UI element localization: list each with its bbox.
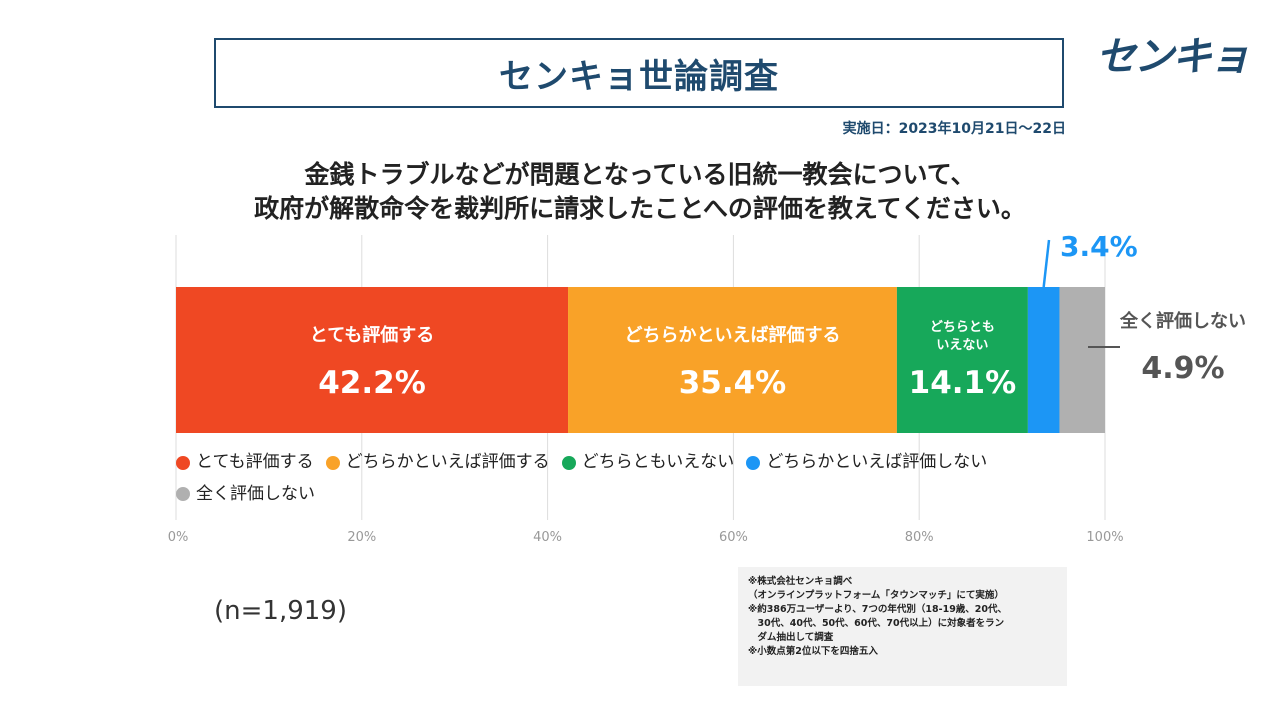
data-label: 14.1%: [909, 365, 1017, 401]
legend-item: どちらかといえば評価しない: [746, 448, 987, 477]
legend-item: 全く評価しない: [176, 480, 315, 509]
segment-name-label: 全く評価しない: [1119, 310, 1246, 332]
x-tick-label: 100%: [1086, 530, 1123, 545]
question-line-2: 政府が解散命令を裁判所に請求したことへの評価を教えてください。: [254, 194, 1026, 223]
segment-name-label: どちらとも: [930, 320, 995, 335]
segment-name-label: どちらかといえば評価する: [624, 324, 840, 346]
note-line: ダム抽出して調査: [748, 632, 834, 643]
data-label: 4.9%: [1141, 351, 1224, 386]
note-line: 30代、40代、50代、60代、70代以上）に対象者をラン: [748, 618, 1005, 629]
segment-name-label: とても評価する: [310, 324, 435, 346]
data-label: 35.4%: [679, 365, 787, 401]
notes-box: ※株式会社センキョ調べ （オンラインプラットフォーム「タウンマッチ」にて実施） ※約…: [738, 567, 1067, 686]
legend-label: どちらかといえば評価する: [345, 452, 550, 472]
legend-swatch: [746, 455, 761, 470]
legend-swatch: [325, 455, 340, 470]
segment-name-label: いえない: [936, 338, 988, 353]
legend-label: 全く評価しない: [196, 483, 315, 504]
legend-label: とても評価する: [196, 452, 314, 472]
note-line: ※小数点第2位以下を四捨五入: [748, 646, 878, 657]
x-tick-label: 0%: [168, 530, 189, 545]
legend-item: どちらともいえない: [561, 448, 735, 477]
bar-segment: [176, 287, 569, 433]
sample-size: (n=1,919): [214, 596, 347, 626]
legend-label: どちらともいえない: [581, 452, 735, 472]
brand-logo: センキョ: [1096, 34, 1250, 80]
x-tick-label: 60%: [719, 530, 748, 545]
legend-swatch: [176, 487, 190, 501]
chart-legend: とても評価する どちらかといえば評価する どちらともいえない どちらかといえば評価しな…: [176, 448, 1076, 511]
page-title: センキョ世論調査: [499, 56, 779, 97]
bar-segment: [1027, 287, 1060, 433]
data-label: 3.4%: [1060, 230, 1138, 263]
bar-segment: [1059, 287, 1105, 433]
x-tick-label: 80%: [905, 530, 934, 545]
x-tick-label: 40%: [533, 530, 562, 545]
note-line: ※株式会社センキョ調べ: [748, 576, 853, 587]
legend-item: とても評価する: [176, 448, 314, 477]
legend-swatch: [176, 455, 190, 470]
legend-item: どちらかといえば評価する: [325, 448, 550, 477]
legend-label: どちらかといえば評価しない: [766, 452, 988, 472]
legend-swatch: [561, 455, 576, 470]
title-box: センキョ世論調査: [214, 38, 1064, 108]
survey-question: 金銭トラブルなどが問題となっている旧統一教会について、 政府が解散命令を裁判所に…: [150, 158, 1130, 226]
note-line: ※約386万ユーザーより、7つの年代別（18-19歳、20代、: [748, 604, 1008, 615]
survey-date: 実施日：2023年10月21日～22日: [842, 121, 1066, 137]
x-tick-label: 20%: [347, 530, 376, 545]
bar-segment: [896, 287, 1028, 433]
bar-segment: [568, 287, 897, 433]
question-line-1: 金銭トラブルなどが問題となっている旧統一教会について、: [304, 160, 976, 189]
data-label: 42.2%: [318, 365, 426, 401]
leader-line: [1042, 239, 1051, 288]
note-line: （オンラインプラットフォーム「タウンマッチ」にて実施）: [748, 590, 1004, 601]
